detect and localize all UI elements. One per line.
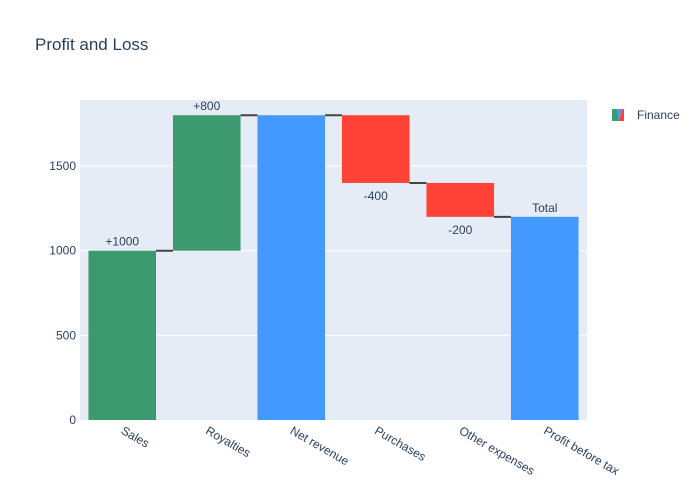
- data-label: Total: [532, 201, 557, 215]
- bar-profit-before-tax: [510, 216, 579, 420]
- y-axis-ticks: 0 500 1000 1500: [49, 159, 76, 427]
- bar-sales: [88, 250, 157, 420]
- bar-labels: +1000 +800 -400 -200 Total: [105, 99, 557, 248]
- data-label: -200: [448, 223, 472, 237]
- legend-swatch-increasing: [612, 109, 619, 121]
- legend-label-finance[interactable]: Finance: [637, 108, 680, 122]
- data-label: +800: [193, 99, 220, 113]
- y-tick-label: 500: [56, 328, 76, 342]
- legend-swatch-total: [617, 109, 622, 121]
- bar-net-revenue: [257, 115, 326, 420]
- legend[interactable]: Finance: [612, 108, 680, 122]
- y-tick-label: 0: [69, 413, 76, 427]
- chart-title: Profit and Loss: [35, 35, 148, 54]
- bar-purchases: [341, 115, 410, 183]
- bar-royalties: [172, 115, 241, 251]
- y-tick-label: 1000: [49, 244, 76, 258]
- legend-swatch-icon: [612, 109, 624, 121]
- bars: [88, 115, 579, 420]
- data-label: -400: [364, 189, 388, 203]
- legend-swatch-decreasing: [619, 109, 624, 121]
- bar-other-expenses: [426, 182, 495, 217]
- plot-area: [80, 100, 587, 420]
- y-tick-label: 1500: [49, 159, 76, 173]
- data-label: +1000: [105, 235, 139, 249]
- connectors: [156, 114, 511, 252]
